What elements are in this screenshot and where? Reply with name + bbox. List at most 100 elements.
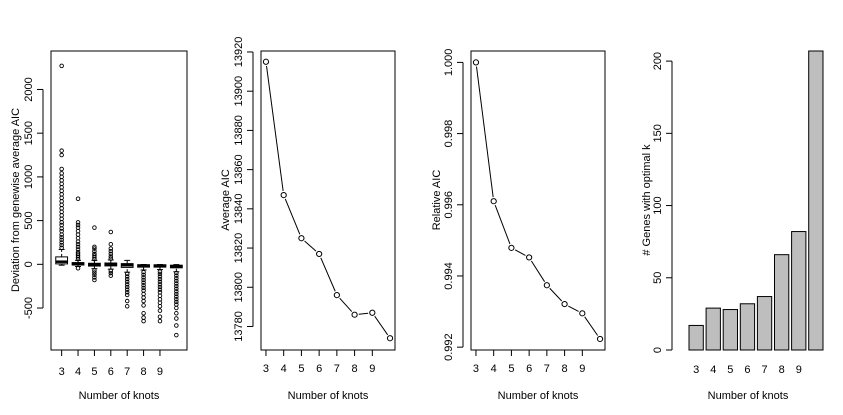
y-tick-label: 200: [652, 52, 664, 70]
y-tick-label: 0.996: [443, 191, 455, 219]
box-outlier-point: [124, 276, 130, 282]
data-point: [316, 250, 323, 258]
box-outlier-point: [141, 311, 146, 316]
x-tick-label: 4: [281, 363, 287, 375]
box-outlier-point: [174, 305, 179, 311]
x-tick-label: 6: [744, 364, 750, 376]
y-tick-label: 13920: [233, 37, 245, 68]
box-outlier-point: [59, 171, 64, 176]
x-tick-label: 3: [59, 366, 65, 378]
data-point: [490, 198, 497, 205]
y-tick-label: 0.998: [443, 120, 455, 148]
x-tick-label: 8: [141, 366, 147, 378]
y-tick-label: 13880: [233, 115, 245, 146]
data-point: [280, 192, 287, 199]
x-tick-label: 6: [526, 363, 532, 375]
box-outlier-point: [174, 278, 179, 284]
box-outlier-point: [75, 241, 81, 247]
box-outlier-point: [157, 279, 163, 285]
plot-frame: [50, 50, 188, 351]
box-outlier-point: [92, 251, 97, 257]
data-point: [351, 311, 358, 318]
box-outlier-point: [92, 272, 97, 278]
box-outlier-point: [157, 287, 163, 292]
y-axis-title: Relative AIC: [431, 170, 443, 231]
box-outlier-point: [92, 246, 97, 251]
data-point: [508, 244, 515, 251]
box-outlier-point: [124, 274, 130, 279]
box-outlier-point: [59, 228, 64, 234]
data-point: [596, 335, 604, 343]
box-outlier-point: [108, 241, 114, 247]
line-segment: [514, 249, 526, 256]
y-tick-label: 150: [652, 124, 664, 142]
data-point: [526, 254, 533, 261]
y-tick-label: 13840: [233, 194, 245, 225]
y-tick-label: 0: [23, 261, 35, 267]
y-axis-title: # Genes with optimal k: [641, 144, 653, 256]
box-outlier-point: [174, 289, 179, 294]
box-outlier-point: [174, 291, 179, 297]
box-outlier-point: [124, 284, 130, 290]
box-outlier-point: [141, 280, 146, 285]
x-tick-label: 7: [124, 366, 130, 378]
box-outlier-point: [92, 225, 97, 230]
box-outlier-point: [75, 196, 81, 202]
box-outlier-point: [92, 275, 97, 280]
box-outlier-point: [174, 276, 179, 281]
box-outlier-point: [108, 270, 114, 276]
bar-series-group: [688, 50, 824, 351]
box-outlier-point: [124, 304, 130, 309]
box-outlier-point: [174, 299, 179, 305]
box-outlier-point: [75, 222, 81, 228]
data-point: [333, 292, 340, 299]
x-tick-label: 3: [263, 363, 269, 375]
box-outlier-point: [75, 247, 81, 252]
x-axis-title: Number of knots: [498, 390, 579, 402]
x-tick-label: 8: [352, 363, 358, 375]
y-tick-label: -500: [23, 297, 35, 319]
y-tick-label: 0.994: [443, 262, 455, 290]
x-tick-label: 9: [157, 366, 163, 378]
box-outlier-point: [124, 287, 130, 292]
x-tick-label: 4: [75, 366, 81, 378]
bar-5: [722, 309, 739, 351]
box-3: [55, 63, 69, 266]
x-tick-label: 7: [544, 363, 550, 375]
box-outlier-point: [92, 244, 97, 250]
bar-8: [774, 254, 790, 351]
box-outlier-point: [157, 282, 163, 287]
box-outlier-point: [108, 251, 114, 257]
box-outlier-point: [141, 269, 146, 275]
box-7: [120, 259, 134, 309]
x-tick-label: 4: [491, 363, 497, 375]
line-segment: [284, 198, 301, 235]
box-outlier-point: [157, 318, 163, 324]
bar-10: [808, 50, 824, 351]
bar-7: [756, 296, 773, 351]
box-outlier-point: [92, 248, 97, 254]
box-outlier-point: [59, 152, 64, 158]
box-outlier-point: [141, 303, 146, 308]
box-outlier-point: [157, 276, 163, 282]
box-outlier-point: [75, 249, 81, 255]
box-outlier-point: [174, 297, 179, 302]
line-segment: [568, 305, 579, 312]
box-outlier-point: [108, 254, 114, 259]
box-outlier-point: [124, 298, 130, 304]
box-outlier-point: [174, 316, 179, 321]
box-6: [104, 229, 118, 278]
y-tick-label: 13820: [233, 233, 245, 264]
box-outlier-point: [124, 279, 130, 285]
line-segment: [266, 65, 284, 192]
y-axis-title: Average AIC: [220, 169, 232, 231]
box-outlier-point: [92, 268, 97, 273]
box-outlier-point: [157, 271, 163, 277]
x-tick-label: 6: [316, 363, 322, 375]
y-tick-label: 0.992: [443, 333, 455, 361]
box-5: [88, 225, 101, 283]
x-tick-label: 8: [779, 364, 785, 376]
line-segment: [339, 297, 353, 312]
box-outlier-point: [174, 323, 179, 328]
box-outlier-point: [59, 166, 64, 172]
